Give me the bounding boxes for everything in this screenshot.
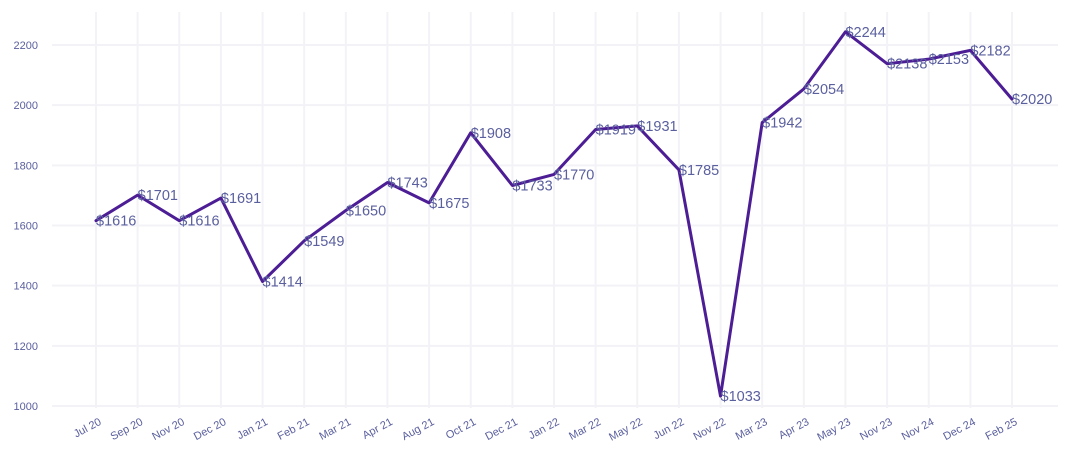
data-labels: $1616$1701$1616$1691$1414$1549$1650$1743… xyxy=(96,25,1052,405)
x-tick-label: Nov 24 xyxy=(900,416,936,443)
data-label: $1691 xyxy=(221,191,261,207)
x-tick-label: Jan 21 xyxy=(235,416,270,442)
data-label: $1942 xyxy=(762,116,802,132)
x-tick-label: Dec 21 xyxy=(483,416,519,443)
x-tick-label: Jan 22 xyxy=(527,416,562,442)
data-label: $1919 xyxy=(596,123,636,139)
data-label: $1650 xyxy=(346,203,386,219)
x-tick-label: Dec 20 xyxy=(192,416,228,443)
y-axis-ticks: 1000 1200 1400 1600 1800 2000 2200 xyxy=(14,40,38,413)
data-label: $1033 xyxy=(721,389,761,405)
series-line xyxy=(94,30,1014,398)
data-label: $1770 xyxy=(554,167,594,183)
data-label: $2020 xyxy=(1012,92,1052,108)
data-label: $1733 xyxy=(512,178,552,194)
x-tick-label: Mar 21 xyxy=(317,416,353,443)
data-label: $2054 xyxy=(804,82,844,98)
data-label: $2244 xyxy=(845,25,885,41)
y-tick-label: 1800 xyxy=(14,160,38,172)
data-label: $1743 xyxy=(387,175,427,191)
x-tick-label: Dec 24 xyxy=(941,416,977,443)
data-label: $1675 xyxy=(429,196,469,212)
y-tick-label: 1600 xyxy=(14,221,38,233)
data-label: $1785 xyxy=(679,163,719,179)
x-tick-label: Nov 22 xyxy=(692,416,728,443)
data-label: $2138 xyxy=(887,57,927,73)
series-line-group xyxy=(94,30,1014,398)
data-label: $2153 xyxy=(929,52,969,68)
data-label: $1616 xyxy=(96,214,136,230)
x-tick-label: Nov 20 xyxy=(150,416,186,443)
data-label: $1414 xyxy=(263,274,303,290)
data-label: $1908 xyxy=(471,126,511,142)
x-tick-label: Oct 21 xyxy=(444,416,478,442)
data-label: $1549 xyxy=(304,234,344,250)
x-tick-label: May 22 xyxy=(607,416,644,444)
y-tick-label: 2200 xyxy=(14,40,38,52)
x-tick-label: Aug 21 xyxy=(400,416,436,443)
y-tick-label: 1200 xyxy=(14,341,38,353)
x-axis-ticks: Jul 20 Sep 20 Nov 20 Dec 20 Jan 21 Feb 21 Mar … xyxy=(72,416,1020,444)
x-tick-label: May 23 xyxy=(815,416,852,444)
x-tick-label: Apr 21 xyxy=(361,416,395,442)
data-label: $2182 xyxy=(970,43,1010,59)
data-label: $1616 xyxy=(179,214,219,230)
x-tick-label: Feb 25 xyxy=(984,416,1020,443)
x-tick-label: Apr 23 xyxy=(777,416,811,442)
y-tick-label: 1400 xyxy=(14,281,38,293)
x-tick-label: Jul 20 xyxy=(72,416,104,440)
x-tick-label: Mar 22 xyxy=(567,416,603,443)
y-tick-label: 1000 xyxy=(14,401,38,413)
x-tick-label: Nov 23 xyxy=(858,416,894,443)
x-tick-label: Jun 22 xyxy=(652,416,687,442)
data-label: $1701 xyxy=(138,188,178,204)
x-tick-label: Mar 23 xyxy=(734,416,770,443)
x-tick-label: Sep 20 xyxy=(109,416,145,443)
x-tick-label: Feb 21 xyxy=(276,416,312,443)
y-tick-label: 2000 xyxy=(14,100,38,112)
data-label: $1931 xyxy=(637,119,677,135)
